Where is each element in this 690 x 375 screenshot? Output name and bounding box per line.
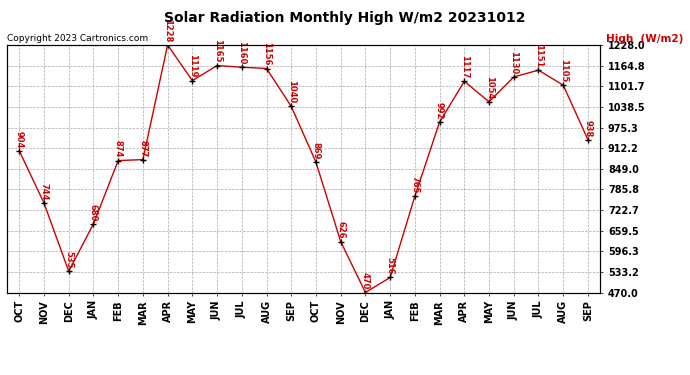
Text: 1117: 1117	[460, 55, 469, 78]
Text: High  (W/m2): High (W/m2)	[606, 34, 683, 44]
Text: 938: 938	[584, 120, 593, 137]
Text: 1119: 1119	[188, 54, 197, 78]
Text: 1054: 1054	[484, 76, 493, 99]
Text: 1228: 1228	[163, 19, 172, 42]
Text: 1151: 1151	[534, 44, 543, 68]
Text: 874: 874	[114, 140, 123, 158]
Text: Solar Radiation Monthly High W/m2 20231012: Solar Radiation Monthly High W/m2 202310…	[164, 11, 526, 25]
Text: 744: 744	[39, 183, 48, 200]
Text: 1105: 1105	[559, 59, 568, 82]
Text: 680: 680	[89, 204, 98, 221]
Text: 470: 470	[361, 272, 370, 290]
Text: 877: 877	[139, 140, 148, 157]
Text: 1156: 1156	[262, 42, 271, 66]
Text: 1040: 1040	[287, 80, 296, 104]
Text: 904: 904	[14, 130, 23, 148]
Text: 869: 869	[311, 142, 320, 159]
Text: 516: 516	[386, 257, 395, 275]
Text: 626: 626	[336, 221, 345, 239]
Text: 1165: 1165	[213, 39, 221, 63]
Text: 1130: 1130	[509, 51, 518, 74]
Text: 992: 992	[435, 102, 444, 119]
Text: 1160: 1160	[237, 41, 246, 64]
Text: 535: 535	[64, 251, 73, 268]
Text: Copyright 2023 Cartronics.com: Copyright 2023 Cartronics.com	[7, 34, 148, 43]
Text: 765: 765	[411, 176, 420, 194]
